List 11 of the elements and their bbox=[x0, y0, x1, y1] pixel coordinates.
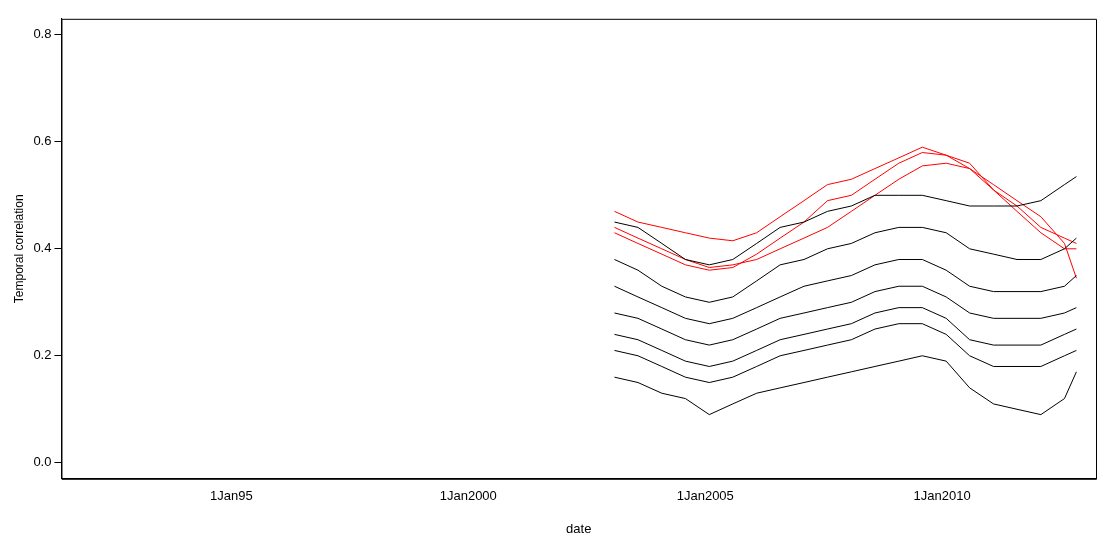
y-tick-label: 0.0 bbox=[33, 454, 52, 470]
y-tick-label: 0.2 bbox=[33, 347, 52, 363]
x-tick-label: 1Jan95 bbox=[210, 488, 253, 504]
y-tick-label: 0.4 bbox=[33, 240, 52, 256]
y-tick-label: 0.8 bbox=[33, 26, 52, 42]
x-tick-label: 1Jan2000 bbox=[439, 488, 497, 504]
y-tick-label: 0.6 bbox=[33, 133, 52, 149]
x-axis-title: date bbox=[566, 520, 592, 536]
x-tick-label: 1Jan2005 bbox=[676, 488, 734, 504]
x-tick-label: 1Jan2010 bbox=[913, 488, 971, 504]
y-axis-title: Temporal correlation bbox=[11, 194, 26, 304]
